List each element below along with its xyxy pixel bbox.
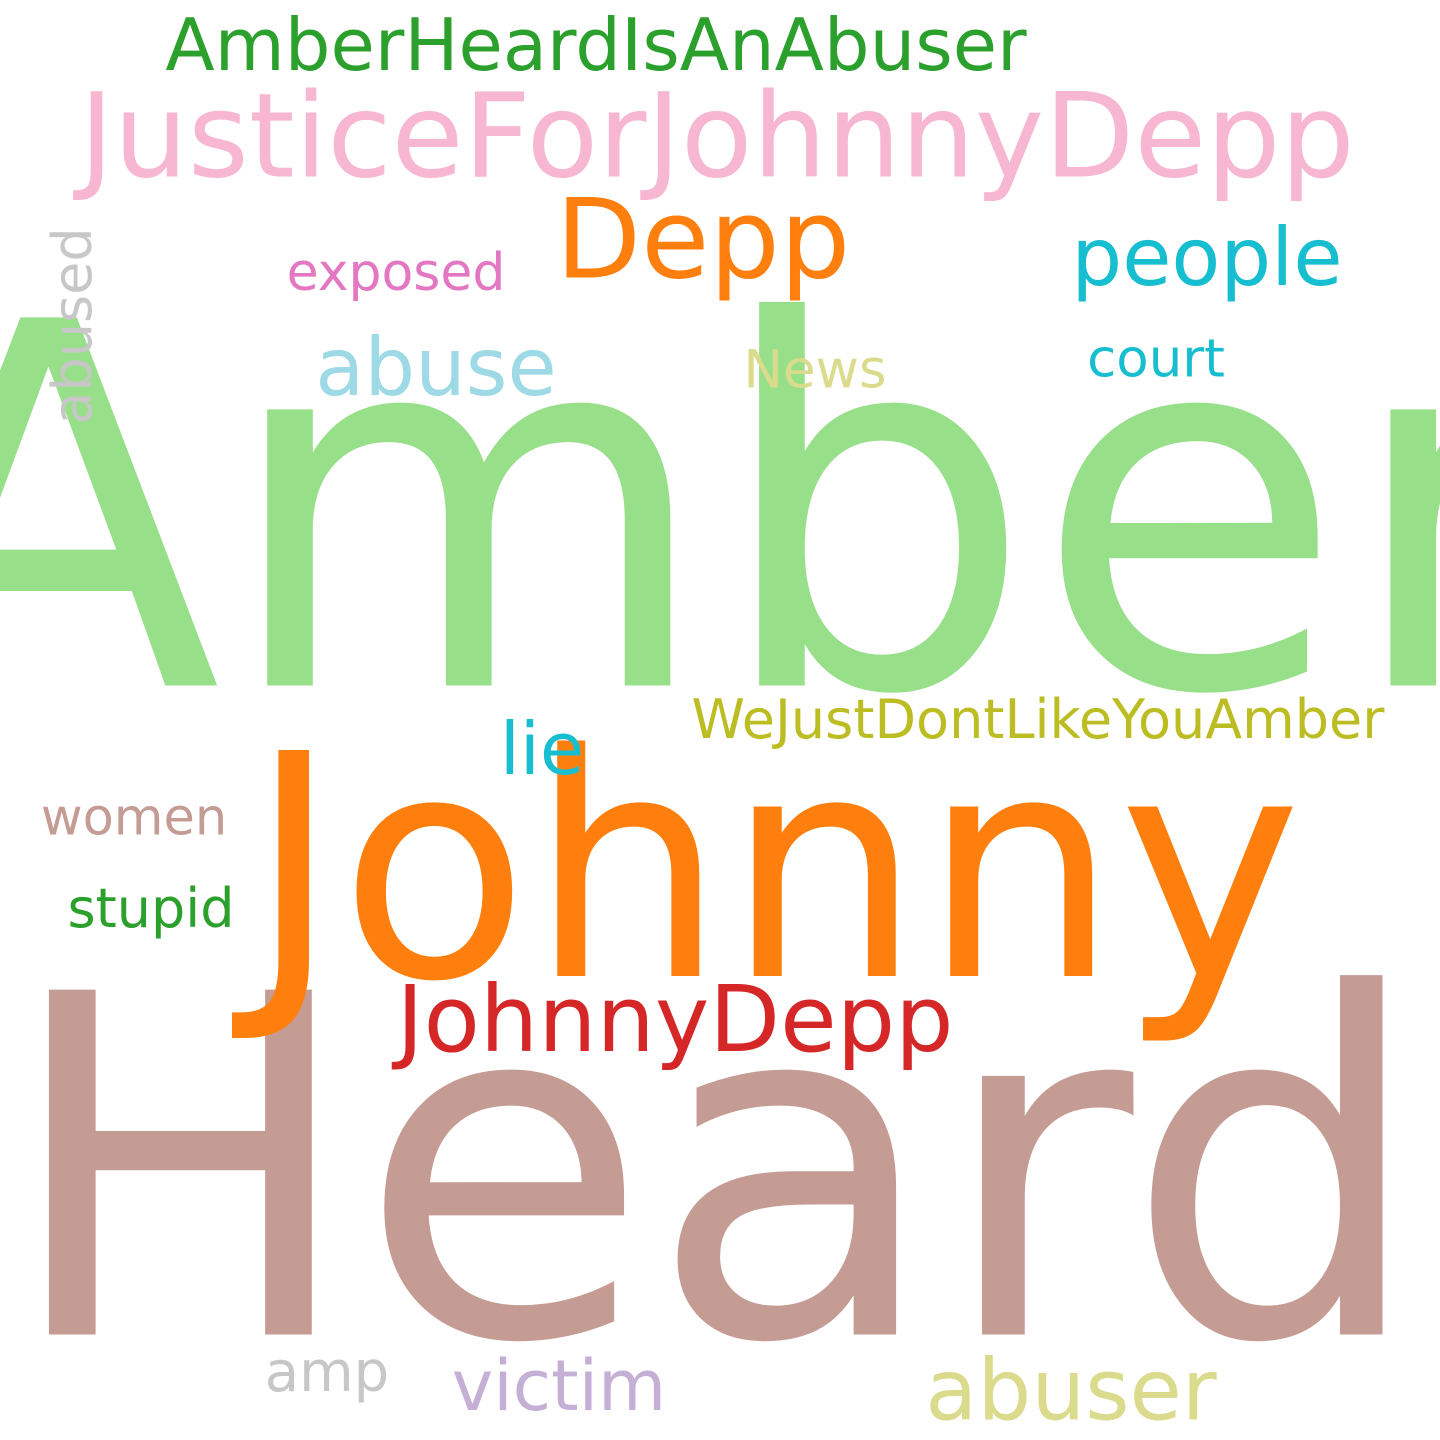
word-people: people [1071,211,1343,304]
word-johnny: Johnny [248,689,1302,1050]
word-amber: Amber [0,217,1440,806]
word-johnny-depp: JohnnyDepp [396,966,954,1073]
word-lie: lie [499,707,585,791]
word-amp: amp [264,1340,390,1405]
word-abuser: abuser [925,1341,1217,1440]
word-depp: Depp [555,175,851,305]
word-women: women [40,788,228,848]
word-news: News [743,339,887,401]
word-abuse: abuse [315,321,557,414]
word-abused: abused [41,227,104,425]
word-justice-for-johnny-depp: JusticeForJohnnyDepp [79,67,1355,205]
word-amber-heard-is-an-abuser: AmberHeardIsAnAbuser [165,3,1027,87]
word-exposed: exposed [286,243,506,303]
word-we-just-dont-like-you-amber: WeJustDontLikeYouAmber [691,688,1385,751]
word-victim: victim [451,1345,667,1427]
word-heard: Heard [2,895,1426,1440]
word-stupid: stupid [67,877,235,940]
word-court: court [1087,328,1225,390]
